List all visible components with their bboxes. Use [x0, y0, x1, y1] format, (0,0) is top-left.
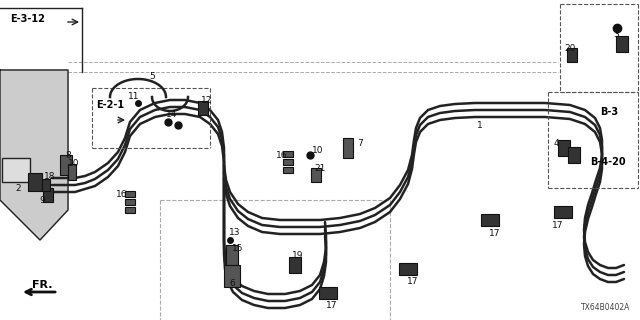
Text: FR.: FR.: [31, 280, 52, 290]
Text: 18: 18: [44, 172, 56, 180]
Text: 10: 10: [312, 146, 324, 155]
Bar: [319, 287, 337, 299]
Text: E-2-1: E-2-1: [96, 100, 124, 110]
Text: 1: 1: [477, 121, 483, 130]
Text: 17: 17: [552, 220, 564, 229]
Text: 5: 5: [149, 71, 155, 81]
Text: E-3-12: E-3-12: [10, 14, 45, 24]
Text: 7: 7: [357, 139, 363, 148]
Bar: [125, 191, 135, 197]
Text: 11: 11: [128, 92, 140, 100]
Bar: [289, 257, 301, 273]
Text: 19: 19: [292, 252, 304, 260]
Bar: [60, 155, 72, 175]
Text: 13: 13: [229, 228, 241, 236]
Bar: [554, 206, 572, 218]
Text: B-4-20: B-4-20: [590, 157, 626, 167]
Text: 15: 15: [232, 244, 244, 252]
Bar: [125, 199, 135, 205]
Polygon shape: [0, 70, 68, 240]
Text: 17: 17: [489, 228, 500, 237]
Bar: [283, 159, 293, 165]
Bar: [224, 265, 240, 287]
Bar: [311, 168, 321, 182]
Bar: [226, 245, 238, 265]
Bar: [568, 147, 580, 163]
Text: 17: 17: [407, 277, 419, 286]
Bar: [399, 263, 417, 275]
Bar: [481, 214, 499, 226]
Text: 21: 21: [314, 164, 326, 172]
Text: B-3: B-3: [600, 107, 618, 117]
Text: 10: 10: [68, 158, 80, 167]
Bar: [42, 179, 50, 191]
Bar: [283, 151, 293, 157]
Bar: [43, 188, 53, 202]
Text: 20: 20: [564, 44, 576, 52]
Text: 8: 8: [65, 150, 71, 159]
Text: 6: 6: [229, 279, 235, 289]
Bar: [283, 167, 293, 173]
Text: 9: 9: [39, 196, 45, 204]
Bar: [343, 138, 353, 158]
Text: 16: 16: [276, 150, 288, 159]
Text: 12: 12: [202, 95, 212, 105]
Bar: [125, 207, 135, 213]
Text: 3: 3: [613, 29, 619, 38]
Text: 14: 14: [166, 109, 178, 118]
Bar: [567, 48, 577, 62]
Text: 17: 17: [326, 301, 338, 310]
Bar: [68, 164, 76, 180]
Text: TX64B0402A: TX64B0402A: [580, 303, 630, 312]
Bar: [558, 140, 570, 156]
Text: 4: 4: [553, 139, 559, 148]
Bar: [28, 173, 42, 191]
Text: 2: 2: [15, 183, 21, 193]
Bar: [616, 36, 628, 52]
Bar: [198, 101, 208, 115]
Bar: [2, 158, 30, 182]
Text: 16: 16: [116, 189, 128, 198]
